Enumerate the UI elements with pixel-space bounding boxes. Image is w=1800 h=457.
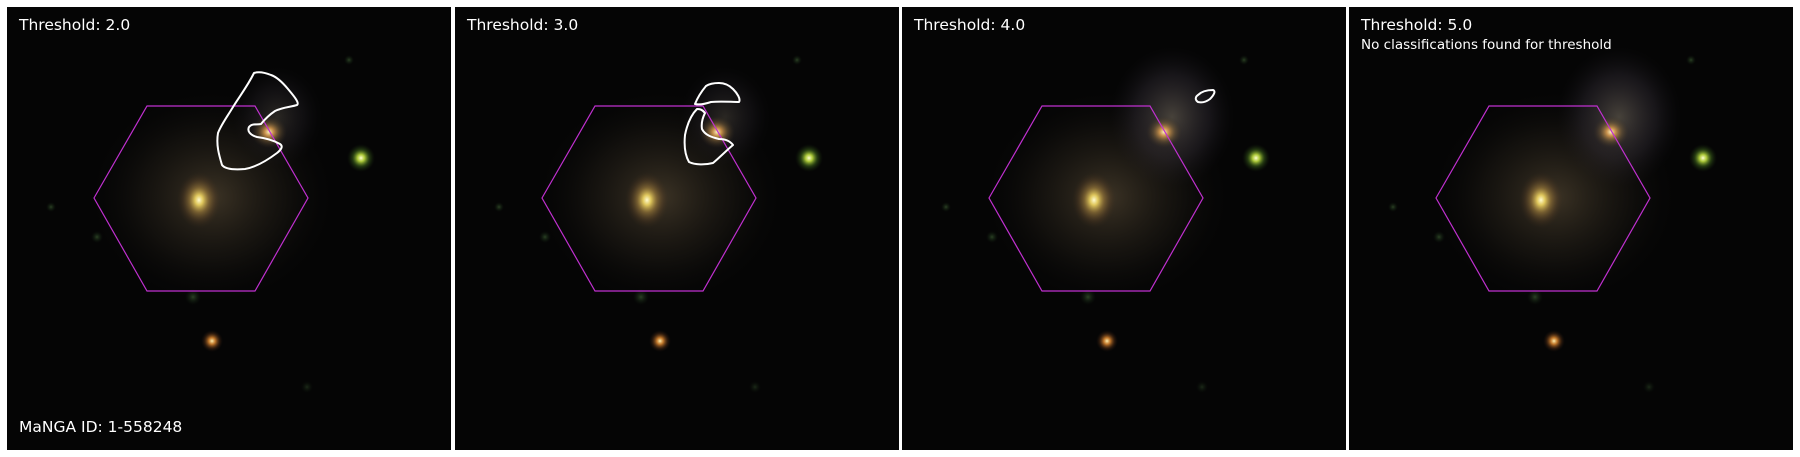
galaxy-image [7,7,451,450]
green-star [347,144,375,172]
main-galaxy-core [625,172,669,228]
green-star [795,144,823,172]
threshold-title: Threshold: 3.0 [467,16,579,34]
orange-star [1096,330,1118,352]
companion-core [1146,116,1182,148]
companion-core [1593,116,1629,148]
galaxy-image [1349,7,1793,450]
classification-contour [683,82,741,166]
galaxy-image [902,7,1346,450]
classification-contour [216,71,299,171]
main-galaxy-core [1519,172,1563,228]
companion-spiral [232,67,322,167]
image-panel-2: Threshold: 3.0 [455,7,899,450]
image-panel-4: Threshold: 5.0 No classifications found f… [1349,7,1793,450]
threshold-title: Threshold: 5.0 [1361,16,1473,34]
ifu-hexagon [541,105,757,292]
companion-spiral [1110,47,1234,187]
ifu-hexagon [1435,105,1651,292]
ifu-hexagon [988,105,1204,292]
manga-id-label: MaNGA ID: 1-558248 [19,418,183,436]
threshold-title: Threshold: 2.0 [19,16,131,34]
threshold-title: Threshold: 4.0 [914,16,1026,34]
main-galaxy-core [177,172,221,228]
image-panel-3: Threshold: 4.0 [902,7,1346,450]
orange-star [1543,330,1565,352]
orange-star [201,330,223,352]
galaxy-image [455,7,899,450]
ifu-hexagon [93,105,309,292]
main-galaxy-core [1072,172,1116,228]
orange-star [649,330,671,352]
no-classifications-note: No classifications found for threshold [1361,37,1612,53]
green-star [1689,144,1717,172]
image-panel-1: Threshold: 2.0 MaNGA ID: 1-558248 [7,7,451,450]
companion-spiral [1557,47,1681,187]
classification-contour [1194,89,1216,104]
companion-core [251,116,287,148]
green-star [1242,144,1270,172]
